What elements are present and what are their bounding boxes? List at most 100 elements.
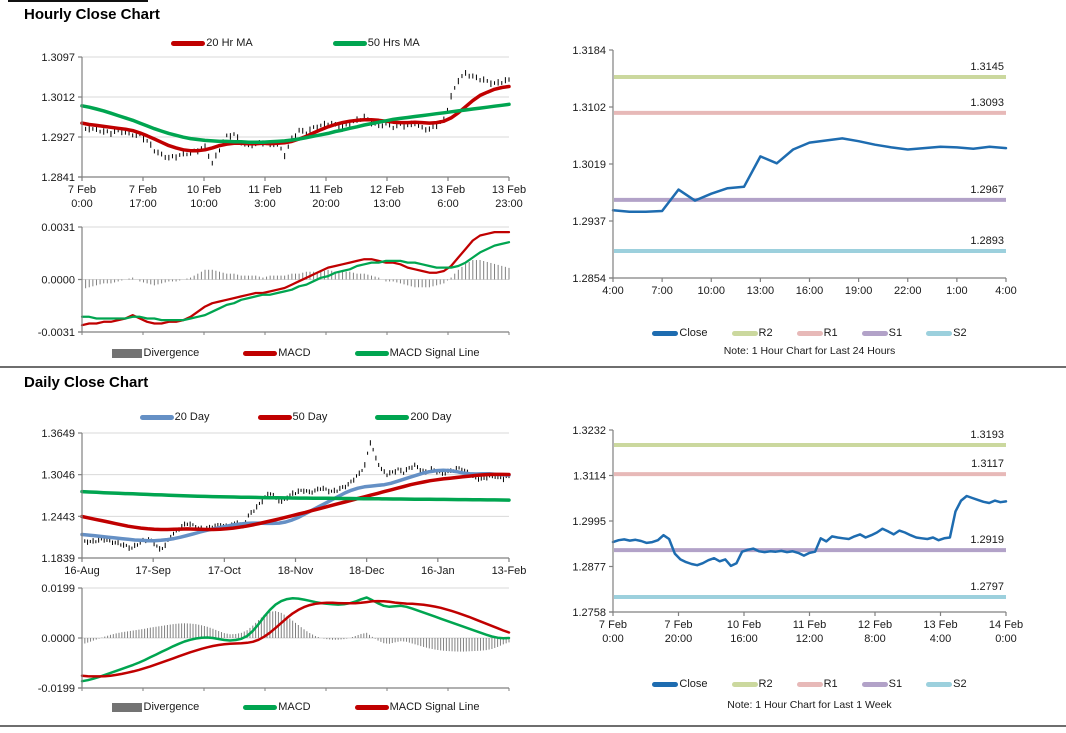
legend-item-r1: R1 <box>796 326 838 340</box>
legend-swatch <box>652 330 679 336</box>
y-tick-label: 1.2758 <box>572 607 606 619</box>
legend-item-s2: S2 <box>926 677 967 691</box>
legend-item-macd: MACD <box>243 346 311 360</box>
series-macd-signal-line <box>80 599 511 678</box>
legend-label: Close <box>679 327 708 339</box>
top-edge-line <box>8 0 148 2</box>
pivot-label-r1: 1.3093 <box>970 97 1004 109</box>
legend-item-macd-signal-line: MACD Signal Line <box>354 700 479 714</box>
legend-item-macd-signal-line: MACD Signal Line <box>354 346 479 360</box>
legend-swatch <box>731 330 758 336</box>
hourly-macd-legend: Divergence MACD MACD Signal Line <box>82 346 509 360</box>
series-macd <box>80 596 511 683</box>
series-50-hrs-ma <box>80 102 511 145</box>
x-tick-label: 16-Jan <box>421 565 455 577</box>
legend-item-s1: S1 <box>861 326 903 340</box>
y-tick-label: 1.2877 <box>572 562 606 574</box>
x-tick-label: 11 Feb <box>248 184 281 196</box>
bottom-divider <box>0 725 1066 727</box>
x-tick-label: 17-Sep <box>135 565 170 577</box>
pivot-label-s2: 1.2893 <box>970 235 1004 247</box>
y-tick-label: 0.0000 <box>41 275 75 287</box>
x-tick-label: 4:00 <box>995 285 1016 297</box>
x-tick-label: 18-Nov <box>278 565 314 577</box>
series-macd <box>80 230 511 327</box>
x-tick-label: 20:00 <box>312 198 340 210</box>
legend-swatch <box>796 681 823 687</box>
series-close <box>611 494 1008 568</box>
legend-item-close: Close <box>652 326 708 340</box>
x-tick-label: 0:00 <box>602 633 623 645</box>
hourly-macd-plot: 0.0031 0.0000 -0.0031 <box>38 222 511 339</box>
legend-label: 200 Day <box>410 411 452 423</box>
y-tick-label: -0.0031 <box>38 327 75 339</box>
x-tick-label: 10:00 <box>190 198 218 210</box>
hourly-price-legend: 20 Hr MA 50 Hrs MA <box>82 36 509 50</box>
daily-macd-plot: 0.0199 0.0000 -0.0199 <box>38 583 511 695</box>
x-tick-label: 7 Feb <box>68 184 96 196</box>
legend-item-20-day: 20 Day <box>139 410 210 424</box>
x-tick-label: 13 Feb <box>431 184 465 196</box>
pivot-label-r2: 1.3193 <box>970 429 1004 441</box>
section-divider <box>0 366 1066 368</box>
x-tick-label: 6:00 <box>437 198 458 210</box>
legend-item-s1: S1 <box>861 677 903 691</box>
series-200-day <box>80 489 511 502</box>
legend-swatch <box>731 681 758 687</box>
x-tick-label: 10 Feb <box>187 184 221 196</box>
x-tick-label: 0:00 <box>71 198 92 210</box>
legend-swatch <box>861 330 888 336</box>
pivot-label-s1: 1.2919 <box>970 534 1004 546</box>
pivot-label-r2: 1.3145 <box>970 61 1004 73</box>
legend-label: R1 <box>823 327 838 339</box>
legend-label: S1 <box>888 678 903 690</box>
legend-item-close: Close <box>652 677 708 691</box>
legend-item-r2: R2 <box>731 677 773 691</box>
legend-swatch <box>861 681 888 687</box>
x-tick-label: 10:00 <box>697 285 725 297</box>
legend-label: S1 <box>888 327 903 339</box>
legend-item-20-hr-ma: 20 Hr MA <box>171 36 253 50</box>
x-tick-label: 19:00 <box>845 285 873 297</box>
legend-item-divergence: Divergence <box>111 700 199 714</box>
x-tick-label: 0:00 <box>995 633 1016 645</box>
daily-section-title: Daily Close Chart <box>24 374 149 391</box>
y-tick-label: 1.3232 <box>572 425 606 437</box>
pivot-24h-plot: 1.3145 1.3093 1.2967 1.2893 1.3184 1.3102 1.30… <box>572 45 1016 297</box>
hourly-section-title: Hourly Close Chart <box>24 6 160 23</box>
legend-item-r2: R2 <box>731 326 773 340</box>
y-tick-label: 1.3046 <box>41 470 75 482</box>
x-tick-label: 10 Feb <box>727 619 761 631</box>
series-50-day <box>80 472 511 532</box>
y-tick-label: 0.0000 <box>41 633 75 645</box>
y-tick-label: 1.3649 <box>41 428 75 440</box>
daily-macd-legend: Divergence MACD MACD Signal Line <box>82 700 509 714</box>
legend-label: R1 <box>823 678 838 690</box>
legend-swatch <box>332 40 367 46</box>
x-tick-label: 20:00 <box>665 633 693 645</box>
x-tick-label: 3:00 <box>254 198 275 210</box>
pivot-24h-note: Note: 1 Hour Chart for Last 24 Hours <box>723 345 896 357</box>
legend-item-r1: R1 <box>796 677 838 691</box>
series-divergence <box>81 260 510 290</box>
x-tick-label: 1:00 <box>946 285 967 297</box>
x-tick-label: 13 Feb <box>923 619 957 631</box>
y-tick-label: -0.0199 <box>38 683 75 695</box>
legend-item-macd: MACD <box>243 700 311 714</box>
daily-price-legend: 20 Day 50 Day 200 Day <box>82 410 509 424</box>
legend-label: 20 Day <box>174 411 210 423</box>
x-tick-label: 7:00 <box>651 285 672 297</box>
x-tick-label: 12:00 <box>796 633 824 645</box>
y-tick-label: 0.0199 <box>41 583 75 595</box>
y-tick-label: 1.2854 <box>572 273 606 285</box>
legend-swatch <box>243 350 278 356</box>
legend-swatch <box>354 350 389 356</box>
x-tick-label: 4:00 <box>930 633 951 645</box>
legend-label: Close <box>679 678 708 690</box>
series-divergence <box>81 611 510 652</box>
legend-label: Divergence <box>143 347 200 359</box>
x-tick-label: 8:00 <box>864 633 885 645</box>
